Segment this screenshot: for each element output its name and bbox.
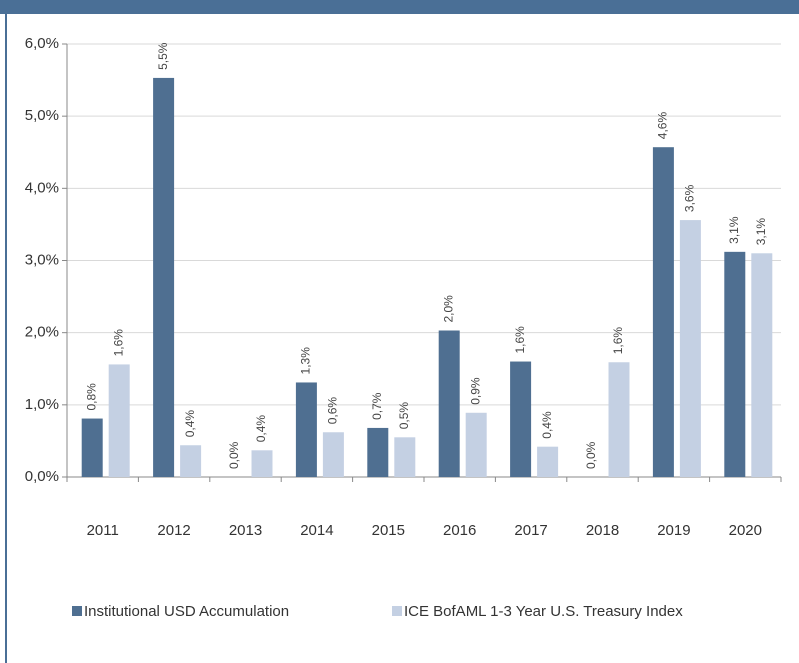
y-tick-label: 6,0% [25, 35, 59, 52]
bar [251, 450, 273, 477]
bar [81, 418, 103, 477]
bar [679, 220, 701, 477]
bar [510, 361, 532, 477]
bar [608, 362, 630, 477]
x-tick-label: 2016 [443, 522, 476, 539]
value-label: 1,3% [299, 347, 313, 375]
y-tick-label: 1,0% [25, 396, 59, 413]
bar [295, 382, 317, 477]
value-label: 0,4% [183, 410, 197, 438]
bar [652, 147, 674, 477]
legend-label: Institutional USD Accumulation [84, 603, 289, 620]
value-label: 0,0% [584, 441, 598, 469]
bar [180, 445, 202, 477]
value-label: 5,5% [156, 42, 170, 70]
x-tick-label: 2011 [87, 522, 119, 539]
bar [751, 253, 773, 477]
legend-swatch [72, 606, 82, 616]
value-label: 0,0% [227, 441, 241, 469]
legend-swatch [392, 606, 402, 616]
bar [153, 77, 175, 477]
bar [394, 437, 416, 477]
legend-label: ICE BofAML 1-3 Year U.S. Treasury Index [404, 603, 683, 620]
y-tick-label: 2,0% [25, 324, 59, 341]
value-label: 4,6% [656, 112, 670, 140]
value-label: 1,6% [111, 329, 125, 357]
value-label: 3,1% [754, 218, 768, 246]
value-label: 0,9% [468, 377, 482, 405]
value-label: 3,6% [683, 184, 697, 212]
x-tick-label: 2015 [372, 522, 405, 539]
y-tick-label: 0,0% [25, 468, 59, 485]
bar [465, 412, 487, 477]
y-tick-label: 4,0% [25, 179, 59, 196]
bar [367, 427, 389, 477]
value-label: 0,6% [326, 397, 340, 425]
x-tick-label: 2014 [300, 522, 333, 539]
bar [724, 251, 746, 477]
y-tick-label: 5,0% [25, 107, 59, 124]
x-tick-label: 2017 [514, 522, 547, 539]
x-tick-label: 2013 [229, 522, 262, 539]
y-tick-label: 3,0% [25, 251, 59, 268]
x-tick-label: 2020 [729, 522, 762, 539]
x-tick-label: 2012 [157, 522, 190, 539]
value-label: 0,4% [540, 411, 554, 439]
x-tick-label: 2019 [657, 522, 690, 539]
value-label: 3,1% [727, 216, 741, 244]
bar [438, 330, 460, 477]
value-label: 1,6% [611, 327, 625, 355]
bar [322, 432, 344, 477]
bar [537, 446, 559, 477]
value-label: 0,5% [397, 402, 411, 430]
top-band [0, 0, 799, 14]
bar [108, 364, 130, 477]
value-label: 0,4% [254, 415, 268, 443]
value-label: 0,8% [84, 383, 98, 411]
value-label: 0,7% [370, 392, 384, 420]
x-tick-label: 2018 [586, 522, 619, 539]
value-label: 2,0% [441, 295, 455, 323]
value-label: 1,6% [513, 326, 527, 354]
